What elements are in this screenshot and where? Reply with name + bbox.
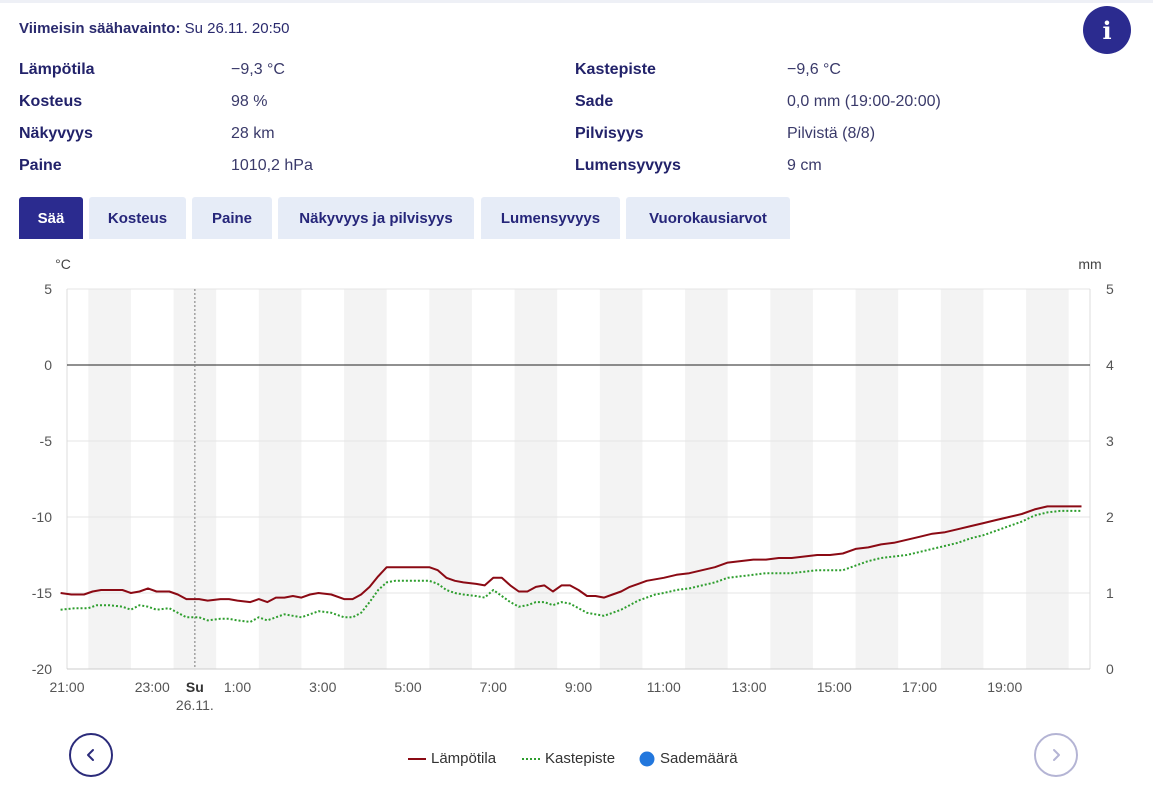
x-tick-label: 23:00 xyxy=(135,679,170,695)
obs-label-visibility: Näkyvyys xyxy=(19,125,93,142)
x-tick-label: 1:00 xyxy=(224,679,251,695)
tab-daily-values[interactable]: Vuorokausiarvot xyxy=(626,197,790,239)
legend-line-dewpoint xyxy=(522,757,540,760)
info-icon: i xyxy=(1102,15,1112,45)
obs-label-dewpoint: Kastepiste xyxy=(575,61,656,78)
x-tick-label: Su xyxy=(186,679,204,695)
y-right-tick-label: 3 xyxy=(1106,433,1114,449)
hour-band xyxy=(599,289,643,669)
y-right-tick-label: 5 xyxy=(1106,281,1114,297)
chevron-left-icon xyxy=(87,749,94,761)
obs-value-humidity: 98 % xyxy=(231,93,268,110)
x-tick-label: 5:00 xyxy=(394,679,421,695)
x-tick-label: 13:00 xyxy=(731,679,766,695)
tab-snow-depth[interactable]: Lumensyvyys xyxy=(481,197,620,239)
hour-band xyxy=(344,289,387,669)
right-axis-unit: mm xyxy=(1078,256,1101,272)
y-left-tick-label: 5 xyxy=(44,281,52,297)
x-tick-label: 11:00 xyxy=(647,679,681,695)
y-left-tick-label: -5 xyxy=(40,433,53,449)
x-tick-label: 17:00 xyxy=(902,679,937,695)
legend-label-precipitation: Sademäärä xyxy=(660,750,738,767)
legend-item-dewpoint[interactable]: Kastepiste xyxy=(522,750,615,767)
weather-chart: 5 0 -5 -10 -15 -20 5 4 3 2 1 0 21:00 23:00 Su 26.11. 1:0… xyxy=(32,256,1114,713)
x-tick-label: 7:00 xyxy=(480,679,507,695)
obs-value-cloudiness: Pilvistä (8/8) xyxy=(787,125,876,142)
hour-band xyxy=(258,289,302,669)
x-tick-label: 19:00 xyxy=(987,679,1022,695)
grid-lines xyxy=(66,288,1091,670)
obs-label-cloudiness: Pilvisyys xyxy=(575,125,644,142)
latest-observation-label: Viimeisin säähavainto: xyxy=(19,20,181,37)
tab-pressure[interactable]: Paine xyxy=(192,197,272,239)
legend-label-temperature: Lämpötila xyxy=(431,750,497,767)
legend-item-temperature[interactable]: Lämpötila xyxy=(408,750,496,767)
obs-label-snow-depth: Lumensyvyys xyxy=(575,157,681,174)
legend-item-precipitation[interactable]: Sademäärä xyxy=(638,750,738,767)
top-divider xyxy=(0,0,1153,3)
x-tick-label: 21:00 xyxy=(49,679,84,695)
y-left-tick-label: -10 xyxy=(32,509,52,525)
obs-label-pressure: Paine xyxy=(19,157,62,174)
obs-value-visibility: 28 km xyxy=(231,125,275,142)
axes: 5 0 -5 -10 -15 -20 5 4 3 2 1 0 21:00 23:00 Su 26.11. 1:0… xyxy=(32,281,1114,713)
obs-label-humidity: Kosteus xyxy=(19,93,83,110)
y-right-tick-label: 4 xyxy=(1106,357,1114,373)
data-series xyxy=(60,505,1082,623)
obs-value-pressure: 1010,2 hPa xyxy=(231,157,313,174)
legend-line-temperature xyxy=(408,757,426,760)
y-right-tick-label: 2 xyxy=(1106,509,1114,525)
y-left-tick-label: -15 xyxy=(32,585,52,601)
tab-humidity[interactable]: Kosteus xyxy=(89,197,186,239)
series-line-dewpoint xyxy=(60,509,1082,623)
hour-band xyxy=(940,289,984,669)
hour-band xyxy=(429,289,472,669)
x-tick-sublabel: 26.11. xyxy=(176,697,214,713)
latest-observation: Viimeisin säähavainto: Su 26.11. 20:50 xyxy=(19,20,289,37)
x-tick-label: 3:00 xyxy=(309,679,336,695)
obs-value-temperature: −9,3 °C xyxy=(231,61,285,78)
hour-bands xyxy=(88,289,1069,669)
x-tick-label: 9:00 xyxy=(565,679,592,695)
hour-band xyxy=(1026,289,1069,669)
next-button[interactable] xyxy=(1034,733,1078,777)
obs-label-temperature: Lämpötila xyxy=(19,61,95,78)
chevron-right-icon xyxy=(1053,749,1060,761)
legend-marker-precipitation xyxy=(639,751,655,766)
left-axis-unit: °C xyxy=(55,256,71,272)
series-line-temperature xyxy=(60,505,1082,604)
previous-button[interactable] xyxy=(69,733,113,777)
y-left-tick-label: 0 xyxy=(44,357,52,373)
y-left-tick-label: -20 xyxy=(32,661,52,677)
tab-visibility-cloudiness[interactable]: Näkyvyys ja pilvisyys xyxy=(278,197,474,239)
obs-value-precipitation: 0,0 mm (19:00-20:00) xyxy=(787,93,941,110)
tab-weather[interactable]: Sää xyxy=(19,197,83,239)
y-right-tick-label: 1 xyxy=(1106,585,1114,601)
hour-band xyxy=(685,289,728,669)
hour-band xyxy=(770,289,813,669)
x-tick-label: 15:00 xyxy=(817,679,852,695)
obs-value-dewpoint: −9,6 °C xyxy=(787,61,841,78)
hour-band xyxy=(514,289,558,669)
latest-observation-time: Su 26.11. 20:50 xyxy=(184,20,290,37)
obs-value-snow-depth: 9 cm xyxy=(787,157,822,174)
info-button[interactable]: i xyxy=(1083,6,1131,54)
legend-label-dewpoint: Kastepiste xyxy=(545,750,616,767)
hour-band xyxy=(855,289,899,669)
hour-band xyxy=(88,289,131,669)
y-right-tick-label: 0 xyxy=(1106,661,1114,677)
obs-label-precipitation: Sade xyxy=(575,93,614,110)
